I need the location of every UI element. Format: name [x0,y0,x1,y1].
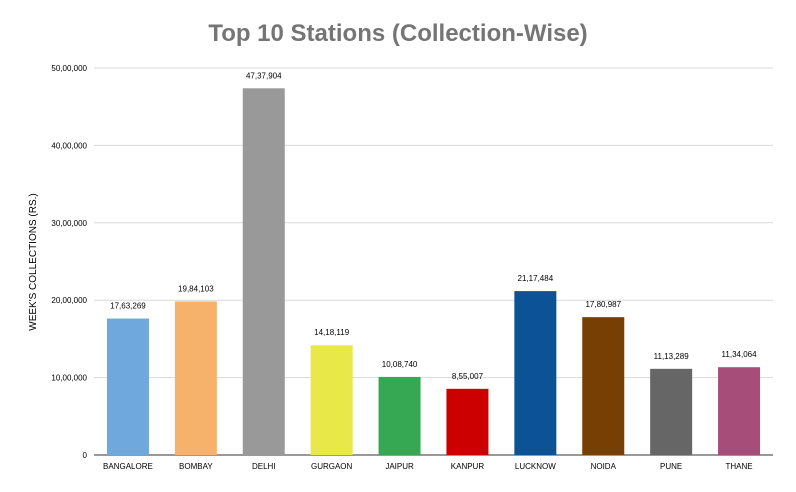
bar-thane [718,367,761,455]
bar-lucknow [514,291,557,455]
data-labels: 17,63,269 19,84,103 47,37,904 14,18,119 10,0… [110,71,757,381]
data-label-thane: 11,34,064 [722,350,758,359]
data-label-delhi: 47,37,904 [246,71,282,80]
x-tick-label-pune: PUNE [660,462,682,471]
y-axis-title: WEEK'S COLLECTIONS (RS.) [28,193,39,331]
chart-title: Top 10 Stations (Collection-Wise) [208,20,588,47]
x-tick-label-kanpur: KANPUR [451,462,485,471]
data-label-jaipur: 10,08,740 [382,360,418,369]
x-axis: BANGALORE BOMBAY DELHI GURGAON JAIPUR KANPUR L… [103,462,753,471]
data-label-noida: 17,80,987 [585,300,621,309]
bar-pune [650,368,693,455]
data-label-gurgaon: 14,18,119 [314,328,350,337]
y-tick-label: 20,00,000 [51,296,87,305]
bar-delhi [242,88,285,456]
x-tick-label-noida: NOIDA [591,462,617,471]
y-tick-label: 40,00,000 [51,141,87,150]
bar-jaipur [378,376,421,455]
y-tick-label: 10,00,000 [51,374,87,383]
bar-noida [582,317,625,455]
data-label-lucknow: 21,17,484 [518,274,554,283]
y-tick-label: 0 [83,451,88,460]
x-tick-label-lucknow: LUCKNOW [515,462,556,471]
bars [106,88,761,456]
x-tick-label-jaipur: JAIPUR [385,462,414,471]
y-tick-label: 50,00,000 [51,64,87,73]
data-label-bombay: 19,84,103 [178,284,214,293]
data-label-bangalore: 17,63,269 [110,302,146,311]
bar-gurgaon [310,345,353,455]
bar-kanpur [446,388,489,455]
x-tick-label-bangalore: BANGALORE [103,462,153,471]
data-label-pune: 11,13,289 [654,352,690,361]
x-tick-label-bombay: BOMBAY [179,462,213,471]
y-axis: 0 10,00,000 20,00,000 30,00,000 40,00,000 50,… [51,64,87,460]
y-tick-label: 30,00,000 [51,219,87,228]
x-tick-label-delhi: DELHI [252,462,276,471]
x-tick-label-thane: THANE [725,462,752,471]
bar-bombay [174,301,217,455]
x-tick-label-gurgaon: GURGAON [311,462,353,471]
data-label-kanpur: 8,55,007 [452,372,484,381]
bar-bangalore [106,318,149,455]
